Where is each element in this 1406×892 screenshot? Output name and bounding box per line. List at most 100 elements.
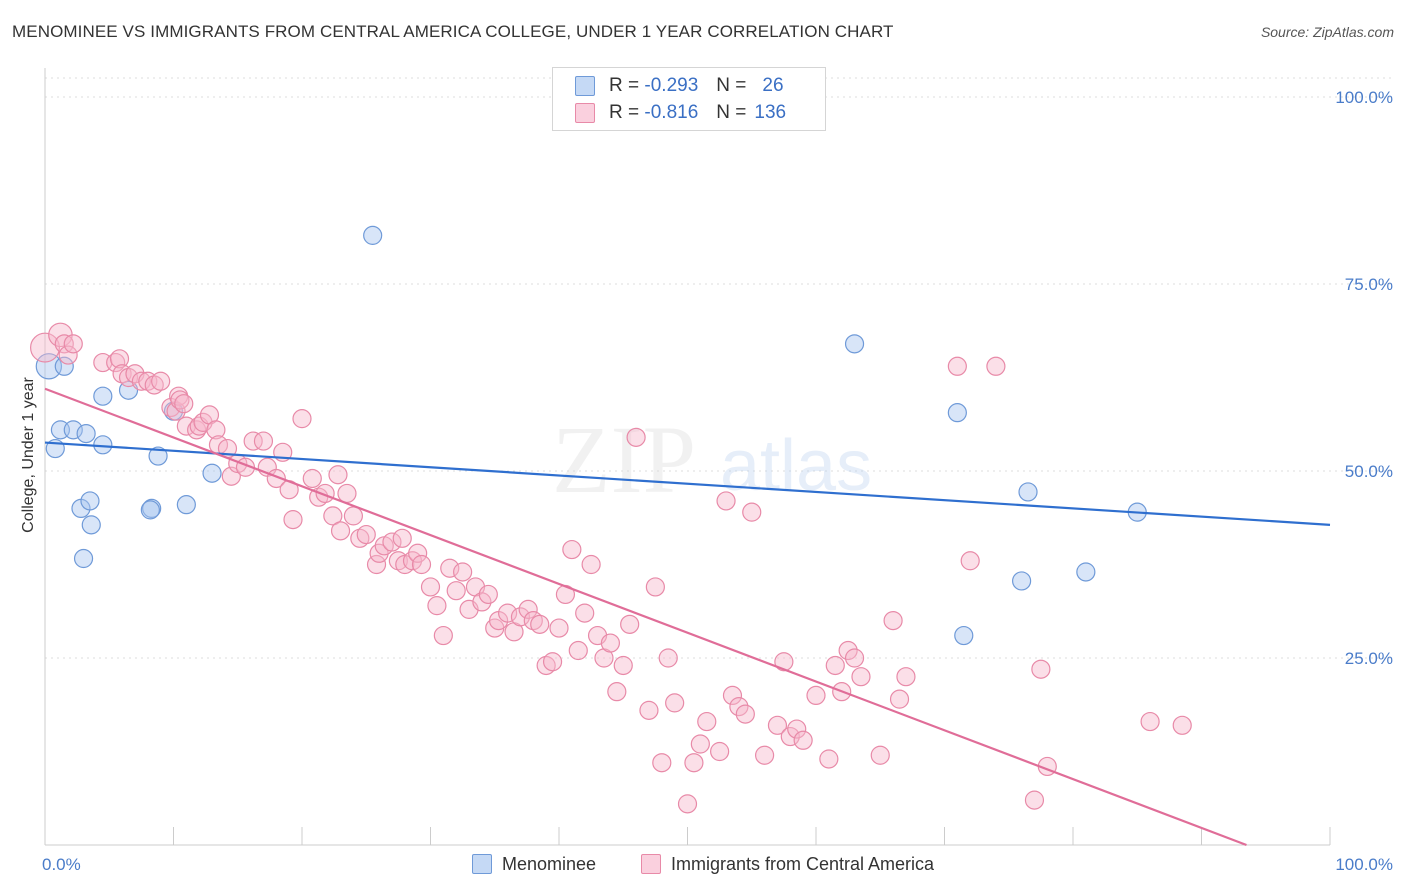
- x-tick-label: 100.0%: [1335, 855, 1393, 874]
- immigrants-point: [518, 599, 538, 619]
- immigrants-point: [889, 689, 910, 709]
- immigrants-point: [440, 558, 460, 578]
- menominee-trend-line: [44, 441, 1331, 526]
- x-tick-label: 0.0%: [42, 855, 81, 874]
- immigrants-point: [498, 603, 518, 623]
- immigrants-point: [626, 427, 646, 447]
- immigrants-point: [166, 401, 186, 421]
- y-tick-label: 100.0%: [1335, 88, 1393, 107]
- immigrants-point: [851, 667, 871, 687]
- immigrants-point: [697, 711, 717, 732]
- immigrants-point: [472, 592, 492, 612]
- menominee-point: [1011, 571, 1032, 591]
- immigrants-point: [478, 584, 498, 605]
- immigrants-trend-line: [44, 387, 1247, 847]
- menominee-point: [148, 446, 168, 466]
- legend-swatch: [641, 854, 661, 874]
- immigrants-point: [446, 581, 466, 601]
- immigrants-point: [767, 715, 788, 735]
- immigrants-point: [1172, 715, 1192, 735]
- immigrants-point: [427, 596, 447, 616]
- watermark: ZIP atlas: [552, 406, 872, 513]
- immigrants-point: [883, 610, 903, 631]
- n-value: 136: [754, 102, 787, 123]
- immigrants-point: [844, 648, 865, 668]
- immigrants-point: [131, 371, 151, 391]
- immigrants-point: [206, 420, 226, 440]
- immigrants-point: [366, 554, 387, 575]
- correlation-legend: R = -0.293 N = 26 R = -0.816 N = 136: [552, 67, 826, 131]
- immigrants-point: [253, 431, 274, 451]
- immigrants-point: [607, 682, 627, 702]
- immigrants-point: [356, 524, 376, 545]
- legend-swatch-menominee: [575, 76, 595, 96]
- immigrants-point: [754, 745, 775, 765]
- immigrants-point: [870, 745, 890, 765]
- menominee-point: [81, 515, 101, 535]
- watermark-zip: ZIP: [552, 406, 696, 513]
- menominee-point: [63, 420, 83, 440]
- immigrants-point: [562, 539, 582, 560]
- immigrants-point: [549, 618, 569, 638]
- immigrants-point: [283, 510, 303, 530]
- immigrants-point: [742, 502, 762, 522]
- immigrants-point: [292, 409, 312, 429]
- legend-row-immigrants: R = -0.816 N = 136: [575, 101, 786, 125]
- immigrants-point: [568, 640, 588, 661]
- tick-labels: 100.0% 75.0% 50.0% 25.0% 0.0% 100.0%: [42, 88, 1393, 874]
- immigrants-point: [787, 719, 807, 739]
- menominee-point: [844, 334, 865, 354]
- menominee-point: [80, 491, 100, 511]
- menominee-point: [202, 463, 222, 483]
- menominee-point: [54, 356, 74, 376]
- immigrants-point: [408, 543, 428, 563]
- legend-label: Immigrants from Central America: [671, 853, 935, 874]
- immigrants-point: [58, 345, 78, 365]
- immigrants-point: [722, 685, 743, 706]
- immigrants-point: [575, 603, 595, 623]
- immigrants-point: [392, 528, 412, 548]
- menominee-point: [76, 424, 96, 444]
- n-value: 26: [762, 75, 784, 96]
- menominee-point: [140, 500, 160, 520]
- immigrants-point: [690, 734, 710, 754]
- immigrants-point: [960, 551, 980, 571]
- menominee-point: [947, 403, 967, 423]
- immigrants-point: [793, 730, 813, 750]
- immigrants-point: [652, 753, 672, 773]
- menominee-point: [73, 548, 94, 569]
- immigrants-point: [645, 577, 665, 597]
- immigrants-point: [382, 532, 402, 552]
- r-label: R =: [609, 75, 640, 96]
- immigrants-point: [581, 554, 601, 575]
- immigrants-point: [716, 491, 736, 511]
- immigrants-point: [639, 700, 659, 720]
- y-tick-label: 75.0%: [1345, 275, 1393, 294]
- immigrants-point: [63, 334, 83, 354]
- menominee-point: [363, 225, 383, 245]
- immigrants-point: [1140, 711, 1160, 732]
- immigrants-point: [1024, 790, 1045, 810]
- menominee-point: [1076, 562, 1096, 582]
- immigrants-point: [302, 468, 322, 489]
- immigrants-point: [684, 753, 704, 773]
- r-value: -0.816: [644, 102, 699, 123]
- menominee-point: [93, 386, 113, 406]
- immigrants-point: [658, 648, 678, 668]
- immigrants-point: [328, 465, 348, 485]
- legend-swatch: [472, 854, 492, 874]
- immigrants-point: [109, 349, 130, 369]
- r-value: -0.293: [644, 75, 699, 96]
- immigrants-point: [710, 741, 730, 762]
- immigrants-point: [825, 655, 845, 676]
- immigrants-point: [1031, 659, 1051, 679]
- n-label: N =: [716, 102, 747, 123]
- n-label: N =: [716, 75, 747, 96]
- watermark-atlas: atlas: [720, 426, 872, 506]
- data-points: [30, 225, 1192, 814]
- menominee-point: [176, 495, 196, 515]
- y-axis-label: College, Under 1 year: [20, 377, 37, 533]
- immigrants-point: [510, 607, 531, 627]
- immigrants-point: [433, 625, 453, 646]
